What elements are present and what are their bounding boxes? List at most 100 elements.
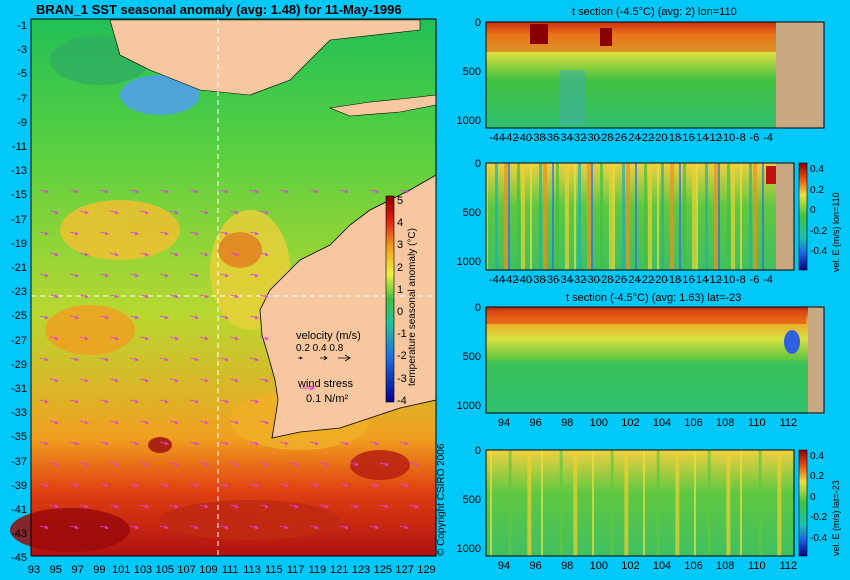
velocity-stripe: [591, 163, 593, 270]
velocity-stripe: [486, 163, 488, 270]
velocity-stripe: [624, 450, 629, 556]
lon-tick: 121: [330, 564, 349, 576]
velocity-stripe: [541, 450, 543, 556]
wind-arrow: [369, 525, 380, 530]
wind-arrow: [159, 483, 170, 488]
lon-tick: 119: [308, 564, 327, 576]
lon-tick: 101: [112, 564, 131, 576]
panel-4-x-tick: 96: [529, 560, 542, 572]
velocity-stripe: [707, 450, 711, 556]
wind-arrow: [259, 420, 270, 425]
wind-arrow: [219, 483, 230, 488]
panel-2-colorbar-label: vel. E (m/s) lon=110: [831, 192, 841, 272]
wind-arrow: [309, 441, 320, 446]
wind-arrow: [219, 231, 230, 236]
velocity-stripe: [610, 450, 614, 556]
wind-arrow: [39, 483, 50, 488]
wind-arrow: [309, 525, 320, 530]
wind-arrow: [249, 357, 260, 362]
panel-4-x-tick: 106: [684, 560, 703, 572]
panel-3-x-tick: 100: [589, 417, 608, 429]
panel-3-x-tick: 112: [779, 417, 798, 429]
wind-arrow: [349, 504, 360, 509]
wind-legend-value: 0.1 N/m²: [306, 393, 349, 405]
panel-4-depth-tick: 500: [462, 493, 481, 506]
copyright-notice: © Copyright CSIRO 2006: [436, 443, 447, 556]
panel-4-depth-tick: 1000: [456, 542, 481, 555]
wind-arrow: [109, 252, 120, 257]
wind-arrow: [189, 273, 200, 278]
wind-arrow: [159, 273, 170, 278]
panel-1-x-tick: -34: [556, 132, 573, 144]
panel-2-x-tick: -24: [624, 274, 641, 286]
panel-1-x-tick: -14: [692, 132, 709, 144]
wind-arrow: [189, 315, 200, 320]
panel-3-x-tick: 110: [748, 417, 766, 429]
wind-arrow: [409, 462, 420, 467]
wind-arrow: [109, 462, 120, 467]
lat-tick: -37: [11, 455, 27, 468]
lat-tick: -15: [11, 189, 27, 202]
velocity-stripe: [694, 450, 696, 556]
lat-tick: -9: [17, 116, 27, 129]
velocity-stripe: [656, 450, 660, 556]
panel-3-title: t section (-4.5°C) (avg: 1.63) lat=-23: [566, 292, 742, 304]
panel-4-depth-tick: 0: [474, 445, 481, 457]
wind-arrow: [39, 525, 50, 530]
velocity-stripe: [657, 163, 659, 270]
wind-arrow: [259, 462, 270, 467]
map-frame: [30, 18, 437, 557]
wind-arrow: [319, 504, 330, 509]
panel-4-x-tick: 102: [621, 560, 640, 572]
wind-arrow: [169, 462, 180, 467]
panel-1-x-tick: -40: [516, 132, 533, 144]
wind-arrow: [259, 294, 270, 299]
wind-arrow: [189, 231, 200, 236]
wind-arrow: [129, 357, 140, 362]
wind-arrow: [339, 525, 350, 530]
wind-arrow: [139, 294, 150, 299]
wind-arrow: [109, 420, 120, 425]
panel-2-x-tick: -4: [763, 274, 773, 286]
wind-arrow: [159, 315, 170, 320]
wind-arrow: [159, 399, 170, 404]
panel-1-depth-tick: 0: [474, 17, 481, 29]
wind-arrow: [219, 189, 230, 194]
panel-3-x-tick: 96: [529, 417, 542, 429]
panel-3-x-tick: 104: [652, 417, 672, 429]
wind-arrow: [169, 504, 180, 509]
velocity-stripe: [727, 163, 730, 270]
wind-arrow: [139, 504, 150, 509]
velocity-stripe: [543, 163, 547, 270]
sst-colorbar: [385, 195, 395, 403]
lon-tick: 103: [133, 564, 153, 576]
wind-arrow: [289, 462, 300, 467]
panel-4-colorbar-tick: 0.2: [810, 471, 824, 483]
velocity-stripe: [749, 163, 752, 270]
panel-2-x-tick: -42: [502, 274, 519, 286]
wind-arrow: [129, 231, 140, 236]
colorbar-tick: 3: [397, 239, 404, 252]
wind-arrow: [139, 462, 150, 467]
wind-arrow: [109, 210, 120, 215]
wind-arrow: [379, 504, 390, 509]
lon-tick: 125: [373, 564, 392, 576]
wind-arrow: [169, 210, 180, 215]
wind-arrow: [49, 252, 60, 257]
panel-2-colorbar-tick: 0: [810, 205, 816, 217]
panel-2-x-tick: -32: [570, 274, 587, 286]
panel-2-colorbar-tick: 0.2: [810, 184, 824, 196]
wind-arrow: [99, 189, 110, 194]
velocity-legend-arrows: [298, 354, 351, 362]
velocity-stripe: [740, 163, 742, 270]
colorbar-tick: 1: [397, 283, 404, 296]
lon-tick: 107: [177, 564, 196, 576]
velocity-stripe: [648, 163, 652, 270]
wind-arrow: [79, 252, 90, 257]
panel-3-x-tick: 102: [621, 417, 640, 429]
panel-2-x-tick: -10: [719, 274, 736, 286]
wind-arrow: [129, 189, 140, 194]
velocity-stripe: [592, 450, 594, 556]
wind-arrow: [159, 231, 170, 236]
velocity-stripe: [758, 450, 762, 556]
